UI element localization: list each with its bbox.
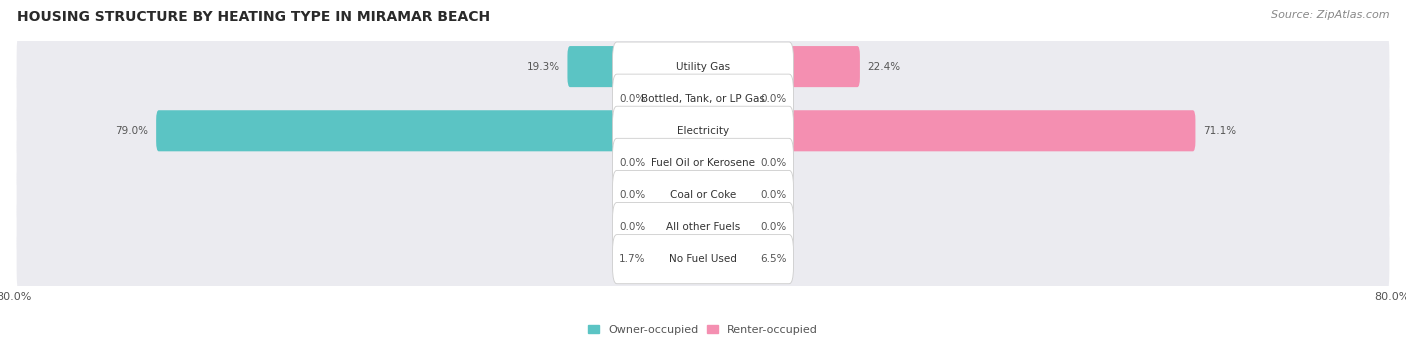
FancyBboxPatch shape bbox=[17, 49, 1389, 149]
FancyBboxPatch shape bbox=[652, 142, 706, 183]
FancyBboxPatch shape bbox=[700, 239, 754, 280]
FancyBboxPatch shape bbox=[652, 78, 706, 119]
Text: 1.7%: 1.7% bbox=[619, 254, 645, 264]
Text: 0.0%: 0.0% bbox=[619, 94, 645, 104]
Legend: Owner-occupied, Renter-occupied: Owner-occupied, Renter-occupied bbox=[588, 325, 818, 335]
Text: 0.0%: 0.0% bbox=[761, 222, 787, 232]
Text: 0.0%: 0.0% bbox=[619, 222, 645, 232]
Text: 0.0%: 0.0% bbox=[761, 158, 787, 168]
FancyBboxPatch shape bbox=[156, 110, 706, 151]
FancyBboxPatch shape bbox=[613, 203, 793, 252]
Text: All other Fuels: All other Fuels bbox=[666, 222, 740, 232]
FancyBboxPatch shape bbox=[700, 142, 754, 183]
Text: 19.3%: 19.3% bbox=[527, 62, 560, 72]
FancyBboxPatch shape bbox=[700, 46, 860, 87]
FancyBboxPatch shape bbox=[652, 239, 706, 280]
FancyBboxPatch shape bbox=[568, 46, 706, 87]
FancyBboxPatch shape bbox=[700, 175, 754, 216]
Text: 0.0%: 0.0% bbox=[761, 190, 787, 200]
FancyBboxPatch shape bbox=[613, 170, 793, 220]
Text: Utility Gas: Utility Gas bbox=[676, 62, 730, 72]
FancyBboxPatch shape bbox=[17, 81, 1389, 181]
FancyBboxPatch shape bbox=[17, 145, 1389, 245]
FancyBboxPatch shape bbox=[652, 207, 706, 248]
Text: Source: ZipAtlas.com: Source: ZipAtlas.com bbox=[1271, 10, 1389, 20]
FancyBboxPatch shape bbox=[613, 138, 793, 188]
FancyBboxPatch shape bbox=[17, 113, 1389, 213]
Text: 0.0%: 0.0% bbox=[619, 190, 645, 200]
Text: 79.0%: 79.0% bbox=[115, 126, 149, 136]
Text: 22.4%: 22.4% bbox=[868, 62, 901, 72]
Text: 71.1%: 71.1% bbox=[1204, 126, 1236, 136]
Text: Bottled, Tank, or LP Gas: Bottled, Tank, or LP Gas bbox=[641, 94, 765, 104]
FancyBboxPatch shape bbox=[17, 177, 1389, 277]
FancyBboxPatch shape bbox=[17, 209, 1389, 309]
FancyBboxPatch shape bbox=[613, 42, 793, 91]
Text: Coal or Coke: Coal or Coke bbox=[669, 190, 737, 200]
FancyBboxPatch shape bbox=[613, 235, 793, 284]
FancyBboxPatch shape bbox=[700, 207, 754, 248]
FancyBboxPatch shape bbox=[700, 110, 1195, 151]
Text: 6.5%: 6.5% bbox=[761, 254, 787, 264]
Text: Fuel Oil or Kerosene: Fuel Oil or Kerosene bbox=[651, 158, 755, 168]
Text: 0.0%: 0.0% bbox=[619, 158, 645, 168]
FancyBboxPatch shape bbox=[613, 106, 793, 155]
Text: No Fuel Used: No Fuel Used bbox=[669, 254, 737, 264]
Text: Electricity: Electricity bbox=[676, 126, 730, 136]
Text: HOUSING STRUCTURE BY HEATING TYPE IN MIRAMAR BEACH: HOUSING STRUCTURE BY HEATING TYPE IN MIR… bbox=[17, 10, 491, 24]
Text: 0.0%: 0.0% bbox=[761, 94, 787, 104]
FancyBboxPatch shape bbox=[700, 78, 754, 119]
FancyBboxPatch shape bbox=[613, 74, 793, 123]
FancyBboxPatch shape bbox=[652, 175, 706, 216]
FancyBboxPatch shape bbox=[17, 16, 1389, 117]
